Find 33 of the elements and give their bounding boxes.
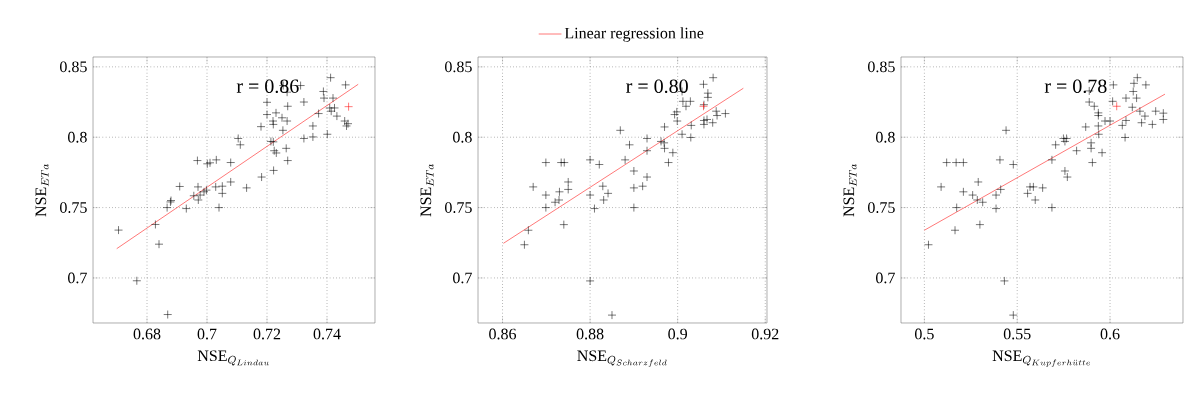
legend-label: Linear regression line — [564, 27, 704, 42]
annotation: r = 0.80 — [626, 79, 688, 94]
y-tick-label: 0.85 — [60, 61, 87, 73]
x-tick-label: 0.72 — [253, 328, 281, 340]
y-tick-label: 0.7 — [876, 272, 895, 284]
annotation: r = 0.78 — [1044, 79, 1107, 94]
annotation: r = 0.86 — [236, 79, 299, 94]
y-tick-label: 0.7 — [453, 272, 472, 284]
y-tick-label: 0.7 — [68, 272, 87, 284]
y-tick-label: 0.75 — [60, 202, 87, 214]
x-tick-label: 0.68 — [133, 328, 161, 340]
y-tick-label: 0.8 — [453, 131, 472, 143]
x-tick-label: 0.92 — [751, 328, 779, 340]
x-tick-label: 0.5 — [914, 328, 934, 340]
y-tick-label: 0.85 — [868, 61, 895, 73]
x-axis-title: $\mathrm{NSE}_{Q_{Kupferh\ddot{u}tte}}$ — [992, 350, 1091, 367]
y-tick-label: 0.75 — [868, 202, 895, 214]
y-axis-title: $\mathrm{NSE}_{ETa}$ — [420, 164, 434, 217]
x-tick-label: 0.9 — [668, 328, 688, 340]
y-axis-title: $\mathrm{NSE}_{ETa}$ — [35, 164, 49, 217]
x-tick-label: 0.74 — [313, 328, 341, 340]
y-axis-title: $\mathrm{NSE}_{ETa}$ — [843, 164, 857, 217]
x-axis-title: $\mathrm{NSE}_{Q_{Scharzfeld}}$ — [577, 350, 667, 367]
x-tick-label: 0.88 — [576, 328, 604, 340]
y-tick-label: 0.8 — [68, 131, 87, 143]
x-tick-label: 0.86 — [489, 328, 517, 340]
y-tick-label: 0.85 — [445, 61, 472, 73]
x-tick-label: 0.55 — [1003, 328, 1031, 340]
y-tick-label: 0.8 — [876, 131, 895, 143]
x-axis-title: $\mathrm{NSE}_{Q_{Lindau}}$ — [197, 350, 269, 366]
x-tick-label: 0.7 — [197, 328, 217, 340]
x-tick-label: 0.6 — [1100, 328, 1120, 340]
y-tick-label: 0.75 — [445, 202, 472, 214]
